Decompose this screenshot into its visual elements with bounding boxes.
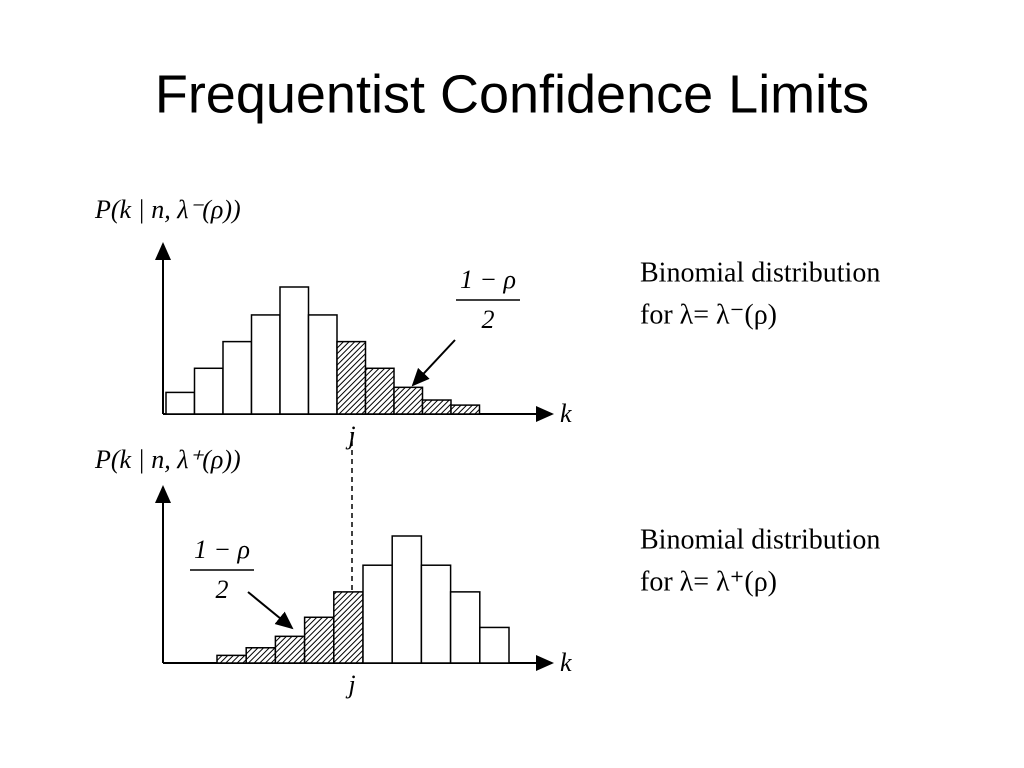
bar [450, 404, 481, 415]
annotation-arrow [411, 339, 456, 387]
bar [364, 367, 395, 415]
bar [420, 564, 452, 664]
slide-title: Frequentist Confidence Limits [155, 64, 869, 124]
bar [303, 616, 335, 664]
bar [216, 654, 247, 664]
bar [421, 399, 452, 415]
bar [362, 564, 393, 664]
annotation-numerator: 1 − ρ [460, 265, 516, 294]
bar [307, 314, 338, 415]
x-axis-label: k [560, 648, 572, 677]
y-axis-label: P(k | n, λ⁻(ρ)) [94, 195, 241, 224]
caption: for λ= λ⁻(ρ) [640, 299, 777, 330]
bar [274, 635, 306, 664]
caption: Binomial distribution [640, 257, 880, 288]
y-axis-label: P(k | n, λ⁺(ρ)) [94, 445, 241, 474]
bar [165, 391, 196, 415]
bar [449, 591, 481, 664]
bar [479, 626, 510, 664]
bar [333, 591, 364, 664]
bar [393, 386, 424, 415]
bar [279, 286, 310, 415]
bar [245, 647, 277, 664]
annotation-arrow [247, 591, 294, 630]
marker-label: j [345, 421, 355, 450]
bar [336, 340, 367, 415]
marker-label: j [345, 670, 355, 699]
x-axis-label: k [560, 399, 572, 428]
caption: Binomial distribution [640, 524, 880, 555]
annotation-numerator: 1 − ρ [194, 535, 250, 564]
annotation-denominator: 2 [216, 575, 229, 604]
caption: for λ= λ⁺(ρ) [640, 566, 777, 597]
annotation-denominator: 2 [482, 305, 495, 334]
bar [250, 314, 281, 415]
bar [193, 367, 224, 415]
bar [222, 340, 253, 415]
bar [391, 535, 423, 664]
